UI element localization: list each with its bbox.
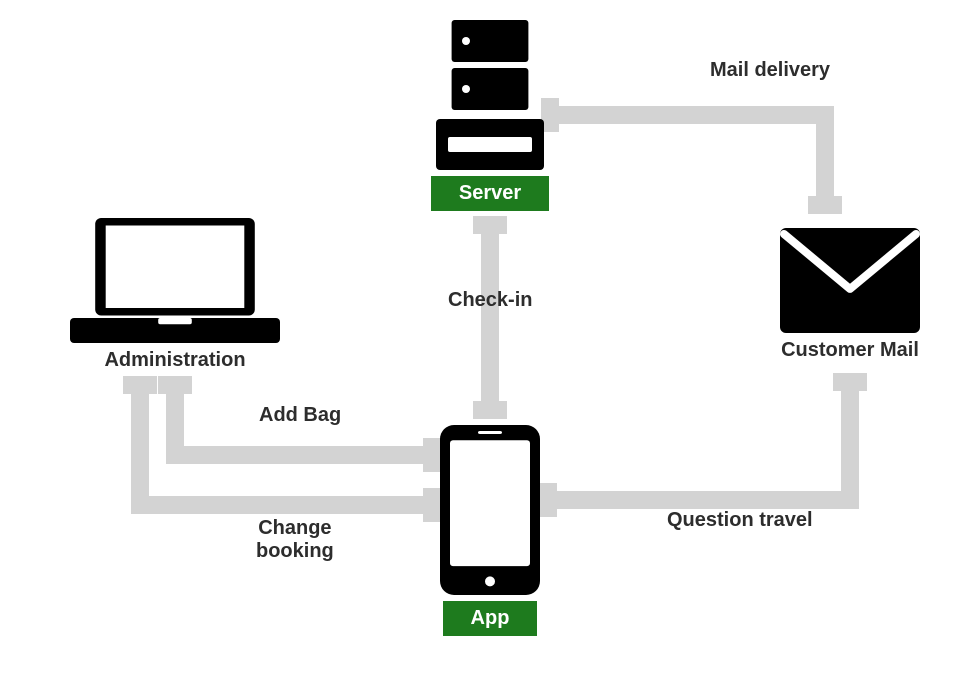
edge-label-question-travel: Question travel <box>667 509 813 532</box>
edge-question-travel <box>548 382 850 500</box>
node-server: Server <box>430 20 550 211</box>
edge-mail-delivery <box>550 115 825 205</box>
node-label-laptop: Administration <box>70 349 280 372</box>
server-icon <box>430 20 550 170</box>
node-label-server: Server <box>431 176 549 211</box>
node-phone: App <box>440 425 540 636</box>
edge-label-change-booking: Change booking <box>256 517 334 563</box>
diagram-stage: Mail delivery Check-in Add Bag Change booki… <box>0 0 980 685</box>
node-laptop: Administration <box>70 218 280 372</box>
edge-label-add-bag: Add Bag <box>259 404 341 427</box>
node-label-phone: App <box>443 601 538 636</box>
phone-icon <box>440 425 540 595</box>
edge-label-check-in: Check-in <box>448 289 532 312</box>
node-label-mail: Customer Mail <box>780 339 920 362</box>
edge-label-mail-delivery: Mail delivery <box>710 59 830 82</box>
mail-icon <box>780 228 920 333</box>
laptop-icon <box>70 218 280 343</box>
node-mail: Customer Mail <box>780 228 920 362</box>
